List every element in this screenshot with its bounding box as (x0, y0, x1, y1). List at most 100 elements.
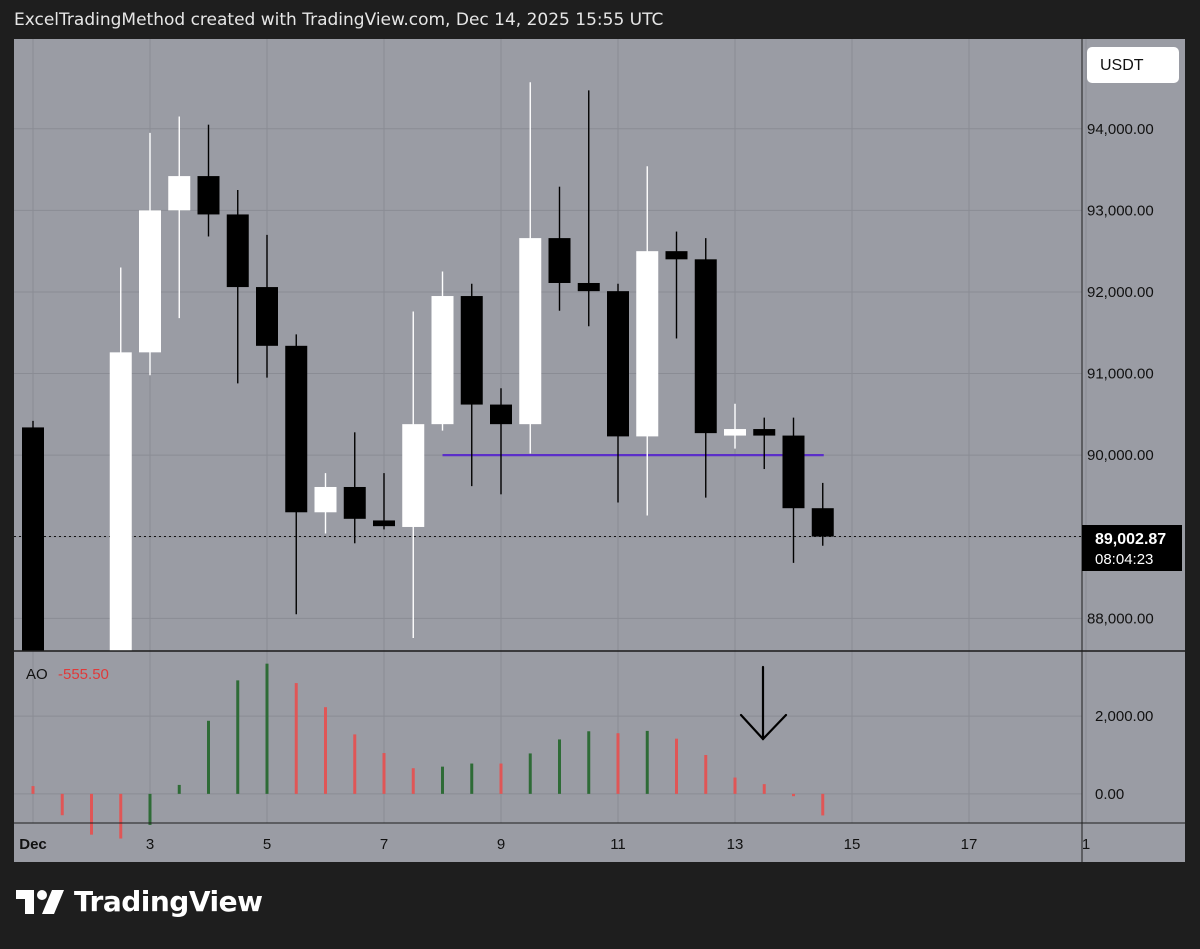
candles-layer (22, 82, 834, 651)
candle[interactable] (636, 166, 659, 516)
ao-bar (821, 793, 825, 816)
down-arrow-icon (739, 665, 788, 741)
currency-button-label: USDT (1100, 57, 1144, 74)
candle[interactable] (197, 124, 220, 237)
time-axis-label: 1 (1082, 836, 1090, 853)
time-axis-label: 15 (844, 836, 861, 853)
candle-body (519, 238, 542, 425)
candle-body (402, 424, 425, 527)
candle[interactable] (226, 189, 249, 384)
candle[interactable] (811, 482, 834, 546)
ao-bar (236, 680, 240, 794)
candle[interactable] (109, 267, 132, 651)
candle[interactable] (607, 283, 629, 503)
price-axis-label: 94,000.00 (1087, 121, 1154, 138)
axes-layer: Dec 3 5 7 9 11 13 15 17 1 88,000.00 90,000.00 91,000… (19, 121, 1154, 853)
ao-bar (411, 768, 415, 794)
time-axis-label: Dec (19, 836, 47, 853)
tradingview-wordmark: TradingView (74, 885, 263, 918)
candle[interactable] (314, 473, 337, 534)
candle[interactable] (490, 388, 512, 495)
ao-bar (119, 793, 123, 839)
candle-body (548, 238, 571, 283)
candle[interactable] (782, 417, 805, 563)
time-axis-label: 3 (146, 836, 154, 853)
candle[interactable] (519, 82, 542, 454)
candle-body (460, 296, 483, 405)
time-axis-label: 9 (497, 836, 505, 853)
ao-legend[interactable]: AO -555.50 (26, 666, 109, 683)
candle-body (109, 352, 132, 651)
ao-bar (470, 763, 474, 794)
ao-bar (645, 730, 649, 794)
ao-bar (177, 784, 181, 794)
time-axis-label: 13 (727, 836, 744, 853)
price-axis-label: 90,000.00 (1087, 447, 1154, 464)
last-price-value: 89,002.87 (1095, 531, 1166, 548)
candle[interactable] (373, 473, 395, 530)
candle-body (753, 429, 776, 436)
ao-bar (382, 753, 386, 794)
ao-bar (90, 793, 93, 835)
tradingview-logo-icon (16, 889, 64, 914)
candle-body (168, 176, 191, 211)
ao-axis-label: 2,000.00 (1095, 708, 1153, 725)
candle[interactable] (724, 403, 746, 449)
ao-bar (558, 739, 561, 794)
ao-bar (616, 733, 620, 794)
chart-canvas[interactable]: Dec 3 5 7 9 11 13 15 17 1 88,000.00 90,000.00 91,000… (14, 39, 1185, 862)
ao-bar (587, 731, 591, 794)
candle-body (285, 345, 308, 513)
candle-body (636, 251, 659, 437)
candle[interactable] (665, 231, 688, 339)
ao-bar (675, 738, 678, 794)
candle[interactable] (168, 116, 191, 319)
price-axis-label: 88,000.00 (1087, 610, 1154, 627)
candle-body (197, 176, 220, 215)
ao-bar (441, 766, 444, 794)
ao-bar (207, 720, 210, 794)
ao-bar (733, 777, 737, 794)
candle-body (490, 404, 512, 425)
ao-bar (762, 784, 766, 794)
candle-body (431, 296, 454, 425)
candle[interactable] (22, 420, 44, 651)
candle[interactable] (577, 90, 600, 327)
candle[interactable] (343, 432, 366, 544)
ao-bar (265, 663, 269, 794)
ao-bar (528, 753, 532, 794)
candle[interactable] (139, 132, 161, 376)
ao-bar (60, 793, 64, 816)
ao-bar (294, 683, 298, 794)
candle-body (373, 520, 395, 527)
ao-bar (353, 734, 357, 794)
candle[interactable] (285, 334, 308, 615)
candle[interactable] (256, 234, 278, 378)
time-axis-label: 11 (610, 836, 626, 853)
candle-body (139, 210, 161, 353)
candle[interactable] (431, 271, 454, 431)
chart-header-title: ExcelTradingMethod created with TradingV… (14, 10, 664, 30)
grid-lines (14, 39, 1087, 823)
time-axis-label: 17 (961, 836, 978, 853)
candle[interactable] (460, 283, 483, 487)
price-axis-label: 92,000.00 (1087, 284, 1154, 301)
ao-bar (792, 793, 795, 797)
candle-body (577, 282, 600, 292)
candle[interactable] (694, 238, 717, 498)
currency-button[interactable]: USDT (1087, 47, 1179, 83)
candle-body (226, 214, 249, 288)
candle-body (314, 486, 337, 513)
candle-body (343, 486, 366, 519)
candle-body (22, 427, 44, 651)
price-axis-label: 91,000.00 (1087, 366, 1154, 383)
ao-axis-label: 0.00 (1095, 786, 1124, 803)
price-axis-label: 93,000.00 (1087, 202, 1154, 219)
candle[interactable] (548, 186, 571, 311)
time-axis-label: 5 (263, 836, 271, 853)
candle[interactable] (402, 311, 425, 638)
last-price-tag: 89,002.87 08:04:23 (1082, 525, 1182, 571)
candle[interactable] (753, 417, 776, 470)
chart-frame[interactable]: Dec 3 5 7 9 11 13 15 17 1 88,000.00 90,000.00 91,000… (14, 39, 1185, 862)
candle-body (724, 429, 746, 436)
